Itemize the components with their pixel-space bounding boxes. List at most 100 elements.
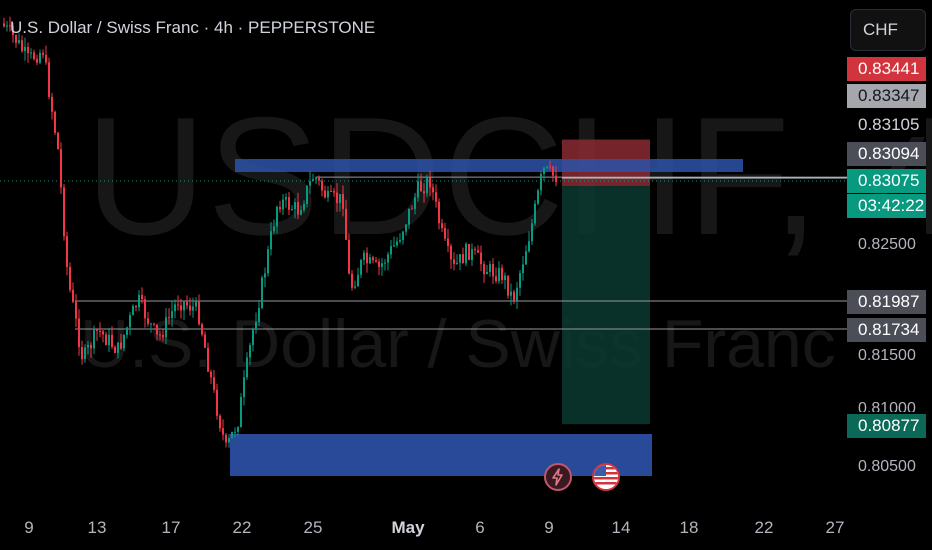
candle-body bbox=[126, 327, 128, 335]
candle-body bbox=[324, 190, 326, 198]
candle-body bbox=[492, 264, 494, 277]
candle-body bbox=[111, 334, 113, 347]
candle-body bbox=[498, 267, 500, 282]
candle-body bbox=[15, 35, 17, 43]
candle-body bbox=[531, 223, 533, 242]
candle-body bbox=[384, 262, 386, 264]
candle-body bbox=[129, 315, 131, 328]
candle-body bbox=[549, 166, 551, 168]
price-badge-support: 0.81987 bbox=[847, 290, 926, 314]
date-label: 22 bbox=[754, 518, 774, 537]
candle-body bbox=[6, 25, 8, 27]
candle-body bbox=[354, 286, 356, 288]
candle-body bbox=[210, 371, 212, 378]
candle-body bbox=[321, 180, 323, 191]
candle-body bbox=[78, 318, 80, 348]
candle-body bbox=[201, 324, 203, 335]
candle-body bbox=[366, 252, 368, 264]
candle-body bbox=[237, 427, 239, 432]
candle-body bbox=[249, 345, 251, 358]
candle-body bbox=[12, 25, 14, 36]
candle-body bbox=[411, 208, 413, 210]
currency-button[interactable]: CHF bbox=[850, 9, 926, 51]
candle-body bbox=[24, 46, 26, 52]
candle-body bbox=[36, 59, 38, 63]
candle-body bbox=[357, 274, 359, 287]
candle-body bbox=[147, 318, 149, 324]
candle-body bbox=[180, 305, 182, 311]
candle-body bbox=[453, 259, 455, 264]
candle-body bbox=[165, 317, 167, 338]
candle-body bbox=[342, 194, 344, 209]
candle-body bbox=[360, 260, 362, 275]
candle-body bbox=[525, 251, 527, 265]
candle-body bbox=[309, 180, 311, 186]
date-label: 6 bbox=[475, 518, 485, 537]
candle-body bbox=[108, 334, 110, 346]
candle-body bbox=[153, 323, 155, 325]
candle-body bbox=[216, 389, 218, 416]
candle-body bbox=[315, 177, 317, 180]
candle-body bbox=[222, 428, 224, 435]
candle-body bbox=[318, 177, 320, 181]
candle-body bbox=[63, 187, 65, 237]
candle-body bbox=[51, 96, 53, 112]
candle-body bbox=[486, 271, 488, 275]
candle-body bbox=[465, 243, 467, 264]
candle-body bbox=[369, 257, 371, 264]
candle-body bbox=[138, 294, 140, 308]
candle-body bbox=[3, 23, 5, 27]
candle-body bbox=[522, 264, 524, 274]
candle-body bbox=[189, 305, 191, 311]
candle-body bbox=[261, 277, 263, 309]
candle-body bbox=[351, 273, 353, 288]
date-label: 17 bbox=[161, 518, 181, 537]
candle-body bbox=[417, 181, 419, 198]
candle-body bbox=[510, 291, 512, 296]
candle-body bbox=[303, 203, 305, 210]
candle-body bbox=[459, 254, 461, 263]
candle-body bbox=[150, 323, 152, 325]
lightning-icon[interactable] bbox=[544, 463, 572, 491]
candle-body bbox=[255, 321, 257, 330]
candle-body bbox=[99, 330, 101, 332]
candle-body bbox=[240, 397, 242, 428]
candle-body bbox=[339, 194, 341, 204]
candle-body bbox=[87, 344, 89, 348]
candle-body bbox=[270, 231, 272, 250]
candle-body bbox=[333, 191, 335, 193]
candle-body bbox=[162, 334, 164, 338]
date-label-month: May bbox=[391, 518, 425, 537]
candle-body bbox=[18, 40, 20, 43]
date-label: 9 bbox=[544, 518, 554, 537]
candle-body bbox=[537, 190, 539, 204]
price-badge-stop: 0.83441 bbox=[847, 57, 926, 81]
price-badge-high: 0.83347 bbox=[847, 84, 926, 108]
candle-body bbox=[258, 308, 260, 322]
price-label: 0.81500 bbox=[858, 347, 916, 364]
candle-body bbox=[156, 324, 158, 335]
candle-body bbox=[282, 199, 284, 210]
candle-body bbox=[456, 262, 458, 264]
date-label: 14 bbox=[611, 518, 631, 537]
candle-body bbox=[519, 273, 521, 288]
price-label: 0.81000 bbox=[858, 400, 916, 412]
price-label: 0.80500 bbox=[858, 458, 916, 475]
candle-body bbox=[114, 346, 116, 353]
candle-body bbox=[540, 174, 542, 191]
candle-body bbox=[300, 209, 302, 215]
candle-body bbox=[441, 223, 443, 229]
us-flag-icon[interactable] bbox=[592, 463, 620, 491]
candle-body bbox=[393, 245, 395, 247]
candle-body bbox=[123, 334, 125, 349]
candle-body bbox=[429, 177, 431, 188]
candle-body bbox=[534, 203, 536, 224]
candle-body bbox=[408, 208, 410, 225]
candle-body bbox=[39, 52, 41, 63]
candle-body bbox=[378, 261, 380, 267]
symbol-title[interactable]: U.S. Dollar / Swiss Franc · 4h · PEPPERS… bbox=[10, 18, 376, 37]
candle-body bbox=[96, 329, 98, 331]
date-label: 22 bbox=[232, 518, 252, 537]
